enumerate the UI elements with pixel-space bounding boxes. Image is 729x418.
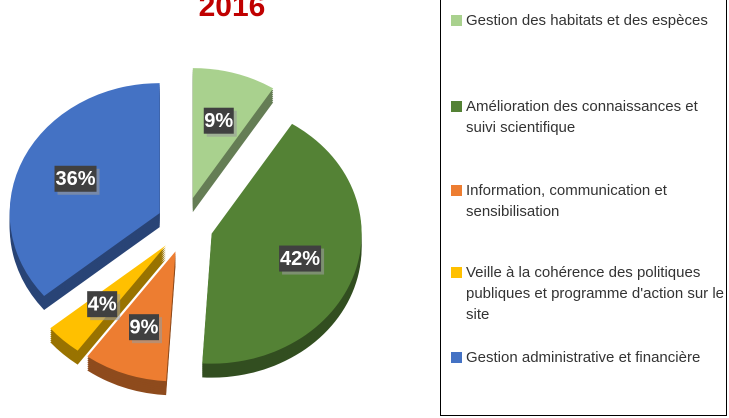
legend-item: Gestion administrative et financière [451,347,726,368]
legend-label: Gestion administrative et financière [466,349,701,366]
legend-item: Veille à la cohérence des politiques pub… [451,262,726,325]
legend: Gestion des habitats et des espèces Améli… [440,0,727,416]
legend-swatch [451,185,462,196]
legend-item: Amélioration des connaissances et suivi … [451,96,726,138]
data-label: 9% [204,110,233,132]
data-label-bg [129,314,160,341]
legend-swatch [451,267,462,278]
legend-swatch [451,352,462,363]
legend-label: Veille à la cohérence des politiques pub… [466,264,725,323]
legend-swatch [451,15,462,26]
data-label: 36% [56,168,96,190]
data-label-bg [54,165,97,192]
data-label: 9% [130,316,159,338]
data-label-bg [87,291,118,318]
data-label: 42% [280,248,320,270]
data-label-bg [203,107,234,134]
legend-label: Information, communication et sensibilis… [466,182,667,220]
chart-title: 2016 [199,0,266,23]
legend-item: Gestion des habitats et des espèces [451,10,726,31]
legend-label: Amélioration des connaissances et suivi … [466,98,698,136]
data-label-bg [279,245,322,272]
slice [202,123,362,364]
legend-label: Gestion des habitats et des espèces [466,12,708,29]
legend-swatch [451,101,462,112]
legend-item: Information, communication et sensibilis… [451,180,726,222]
pie-area: 2016 9% 42% 9% 4% 36% [9,0,362,396]
data-label: 4% [88,293,117,315]
